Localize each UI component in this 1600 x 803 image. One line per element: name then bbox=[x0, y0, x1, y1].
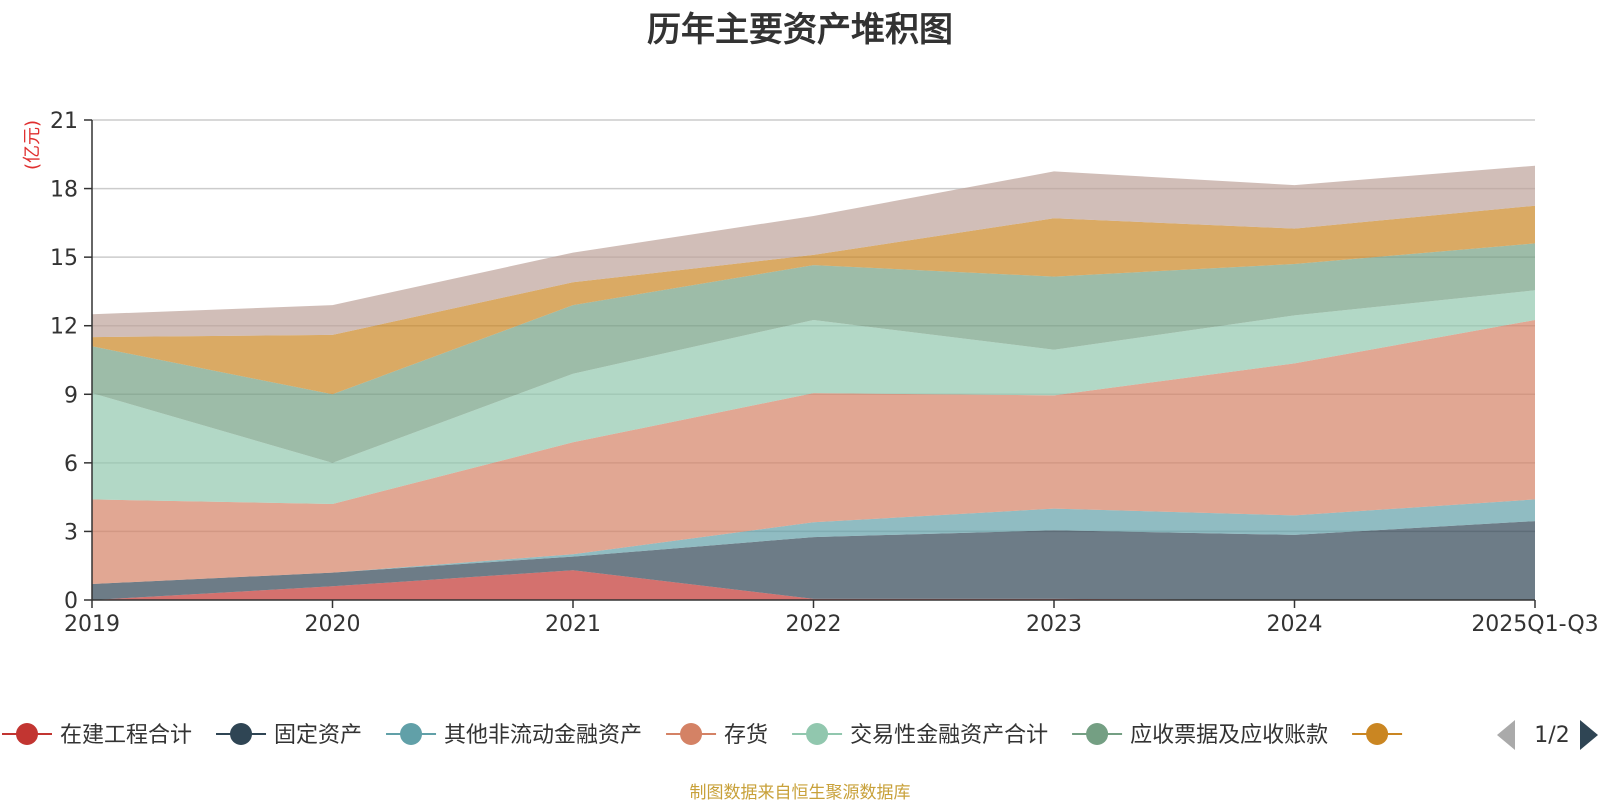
y-axis-unit-label: (亿元) bbox=[22, 120, 43, 170]
series-area-6 bbox=[92, 243, 1535, 463]
chart-title: 历年主要资产堆积图 bbox=[647, 10, 953, 50]
x-tick-label: 2025Q1-Q3 bbox=[1471, 612, 1598, 637]
y-tick-label: 0 bbox=[64, 589, 78, 614]
y-tick-label: 6 bbox=[64, 452, 78, 477]
legend-marker bbox=[16, 723, 38, 745]
series-area-5 bbox=[92, 290, 1535, 504]
legend-label: 在建工程合计 bbox=[60, 723, 192, 748]
legend-item[interactable] bbox=[1352, 723, 1403, 745]
area-layer bbox=[92, 165, 1535, 600]
series-area-1 bbox=[92, 570, 1535, 600]
legend-label: 存货 bbox=[724, 723, 768, 748]
legend-next-page-arrow[interactable] bbox=[1580, 720, 1598, 750]
legend-label: 固定资产 bbox=[274, 723, 362, 748]
legend-label: 交易性金融资产合计 bbox=[850, 723, 1048, 748]
legend-marker bbox=[230, 723, 253, 745]
y-tick-label: 9 bbox=[64, 383, 78, 408]
legend-item[interactable]: 交易性金融资产合计 bbox=[792, 723, 1048, 748]
legend-item[interactable]: 其他非流动金融资产 bbox=[386, 723, 642, 748]
x-tick-label: 2023 bbox=[1026, 612, 1082, 637]
legend-item[interactable]: 固定资产 bbox=[216, 723, 362, 748]
series-area-7 bbox=[92, 205, 1535, 395]
legend-marker bbox=[400, 723, 423, 745]
y-tick-label: 18 bbox=[50, 178, 78, 203]
y-tick-label: 3 bbox=[64, 520, 78, 545]
legend-prev-page-arrow[interactable] bbox=[1497, 720, 1515, 750]
x-tick-label: 2022 bbox=[786, 612, 842, 637]
legend-label: 其他非流动金融资产 bbox=[444, 723, 642, 748]
legend-item[interactable]: 应收票据及应收账款 bbox=[1072, 723, 1328, 748]
series-area-2 bbox=[92, 521, 1535, 600]
legend-marker bbox=[1366, 723, 1389, 745]
y-tick-label: 15 bbox=[50, 246, 78, 271]
legend-item[interactable]: 在建工程合计 bbox=[2, 723, 192, 748]
legend-marker bbox=[1086, 723, 1109, 745]
legend-label: 应收票据及应收账款 bbox=[1130, 723, 1328, 748]
y-tick-label: 21 bbox=[50, 109, 78, 134]
x-tick-label: 2024 bbox=[1267, 612, 1323, 637]
legend-page-indicator: 1/2 bbox=[1534, 723, 1569, 748]
legend: 在建工程合计 固定资产 其他非流动金融资产 存货 交易性金融资产合计 应收票据及应收账款 1… bbox=[2, 720, 1598, 750]
x-tick-label: 2020 bbox=[305, 612, 361, 637]
x-tick-label: 2019 bbox=[64, 612, 120, 637]
legend-marker bbox=[680, 723, 703, 745]
y-tick-label: 12 bbox=[50, 315, 78, 340]
x-tick-label: 2021 bbox=[545, 612, 601, 637]
series-area-4 bbox=[92, 320, 1535, 584]
legend-marker bbox=[806, 723, 829, 745]
legend-item[interactable]: 存货 bbox=[666, 723, 768, 748]
series-area-3 bbox=[92, 499, 1535, 584]
series-area-8 bbox=[92, 165, 1535, 338]
axis-layer: 0 3 6 9 12 15 18 21 2019 2020 2021 2022 2023 2024 2025… bbox=[22, 109, 1599, 637]
data-source-note: 制图数据来自恒生聚源数据库 bbox=[689, 783, 911, 803]
